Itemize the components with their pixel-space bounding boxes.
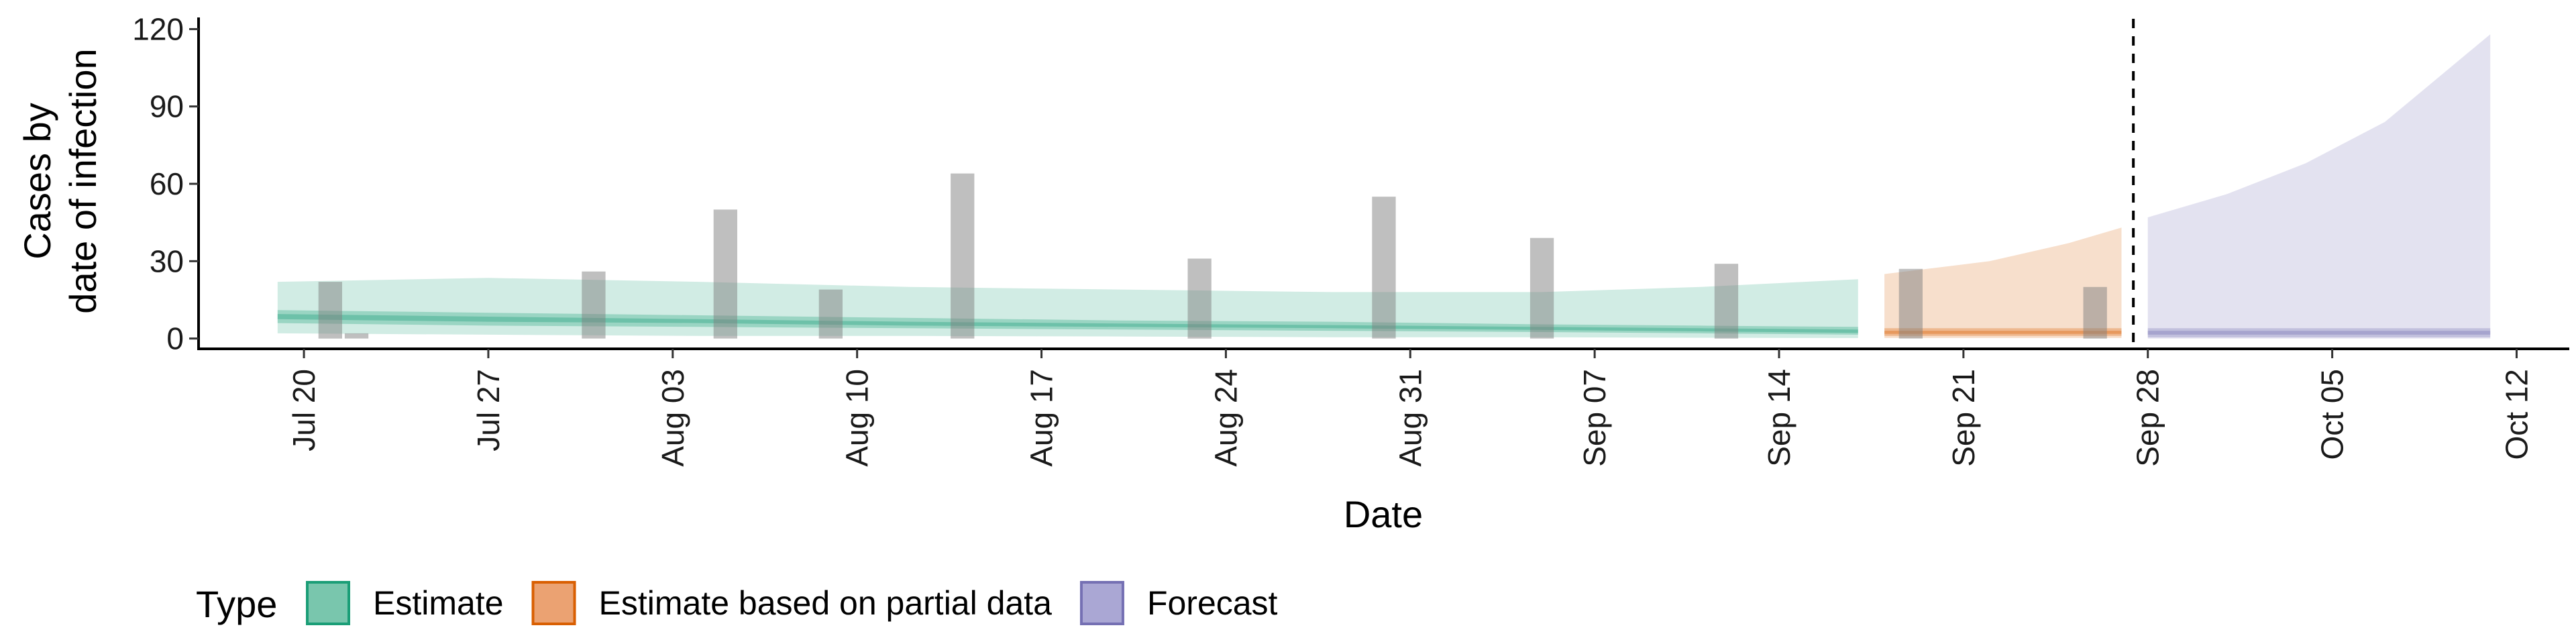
plot-area bbox=[277, 19, 2491, 349]
y-tick-label: 30 bbox=[150, 244, 184, 278]
x-tick-label: Aug 10 bbox=[840, 369, 875, 467]
case-bar bbox=[1529, 237, 1554, 339]
x-tick-label: Aug 24 bbox=[1208, 369, 1243, 467]
y-tick-label: 120 bbox=[132, 11, 184, 46]
legend-key-estimate-based-on-partial-data bbox=[531, 581, 576, 625]
x-axis-title: Date bbox=[1344, 493, 1423, 535]
forecast-ribbon-50 bbox=[2147, 328, 2491, 337]
case-bar bbox=[1372, 197, 1396, 339]
x-tick-label: Sep 14 bbox=[1762, 369, 1796, 467]
y-axis-title: Cases by date of infection bbox=[16, 48, 104, 313]
estimate-ribbon-90 bbox=[277, 278, 1858, 338]
case-bar bbox=[318, 282, 342, 339]
x-tick-label: Sep 28 bbox=[2131, 369, 2165, 467]
estimate-based-on-partial-data-ribbon-90 bbox=[1884, 227, 2122, 338]
x-tick-label: Jul 20 bbox=[286, 369, 321, 451]
case-bar bbox=[1187, 258, 1212, 339]
legend-label-estimate: Estimate bbox=[373, 584, 504, 622]
estimate-based-on-partial-data-ribbon-20 bbox=[1884, 331, 2122, 334]
x-tick-label: Jul 27 bbox=[471, 369, 506, 451]
x-tick-label: Oct 05 bbox=[2315, 369, 2350, 460]
x-tick-label: Sep 07 bbox=[1577, 369, 1612, 467]
case-bar bbox=[344, 333, 369, 339]
x-tick-label: Aug 31 bbox=[1393, 369, 1428, 467]
estimate-ribbon-20 bbox=[277, 314, 1858, 333]
case-bar bbox=[951, 173, 975, 339]
y-axis-title-line-1: Cases by bbox=[16, 103, 58, 259]
x-tick-label: Aug 03 bbox=[655, 369, 690, 467]
estimate-ribbon-50 bbox=[277, 310, 1858, 335]
case-bar bbox=[1898, 268, 1923, 339]
x-tick-label: Aug 17 bbox=[1024, 369, 1059, 467]
legend-label-forecast: Forecast bbox=[1147, 584, 1278, 622]
y-tick-label: 60 bbox=[150, 166, 184, 201]
case-bar bbox=[582, 271, 606, 339]
estimate-based-on-partial-data-ribbon-50 bbox=[1884, 328, 2122, 336]
y-axis-title-line-2: date of infection bbox=[62, 48, 104, 313]
case-bar bbox=[1714, 264, 1739, 339]
x-tick-label: Sep 21 bbox=[1946, 369, 1981, 467]
legend: Type Estimate Estimate based on partial d… bbox=[196, 581, 1278, 625]
forecast-ribbon-20 bbox=[2147, 331, 2491, 335]
x-tick-label: Oct 12 bbox=[2500, 369, 2534, 460]
y-tick-label: 0 bbox=[166, 321, 184, 356]
legend-label-estimate-based-on-partial-data: Estimate based on partial data bbox=[599, 584, 1053, 622]
case-bar bbox=[713, 209, 737, 339]
case-bar bbox=[2083, 286, 2107, 339]
axes: 0 30 60 90 120 Jul 20 Jul 27 Aug 03 Aug 10 Aug 17… bbox=[132, 11, 2569, 467]
case-bar bbox=[818, 289, 843, 339]
legend-key-forecast bbox=[1079, 581, 1124, 625]
forecast-ribbon-90 bbox=[2147, 34, 2491, 339]
legend-title: Type bbox=[196, 583, 277, 625]
legend-key-estimate bbox=[306, 581, 350, 625]
y-tick-label: 90 bbox=[150, 89, 184, 124]
